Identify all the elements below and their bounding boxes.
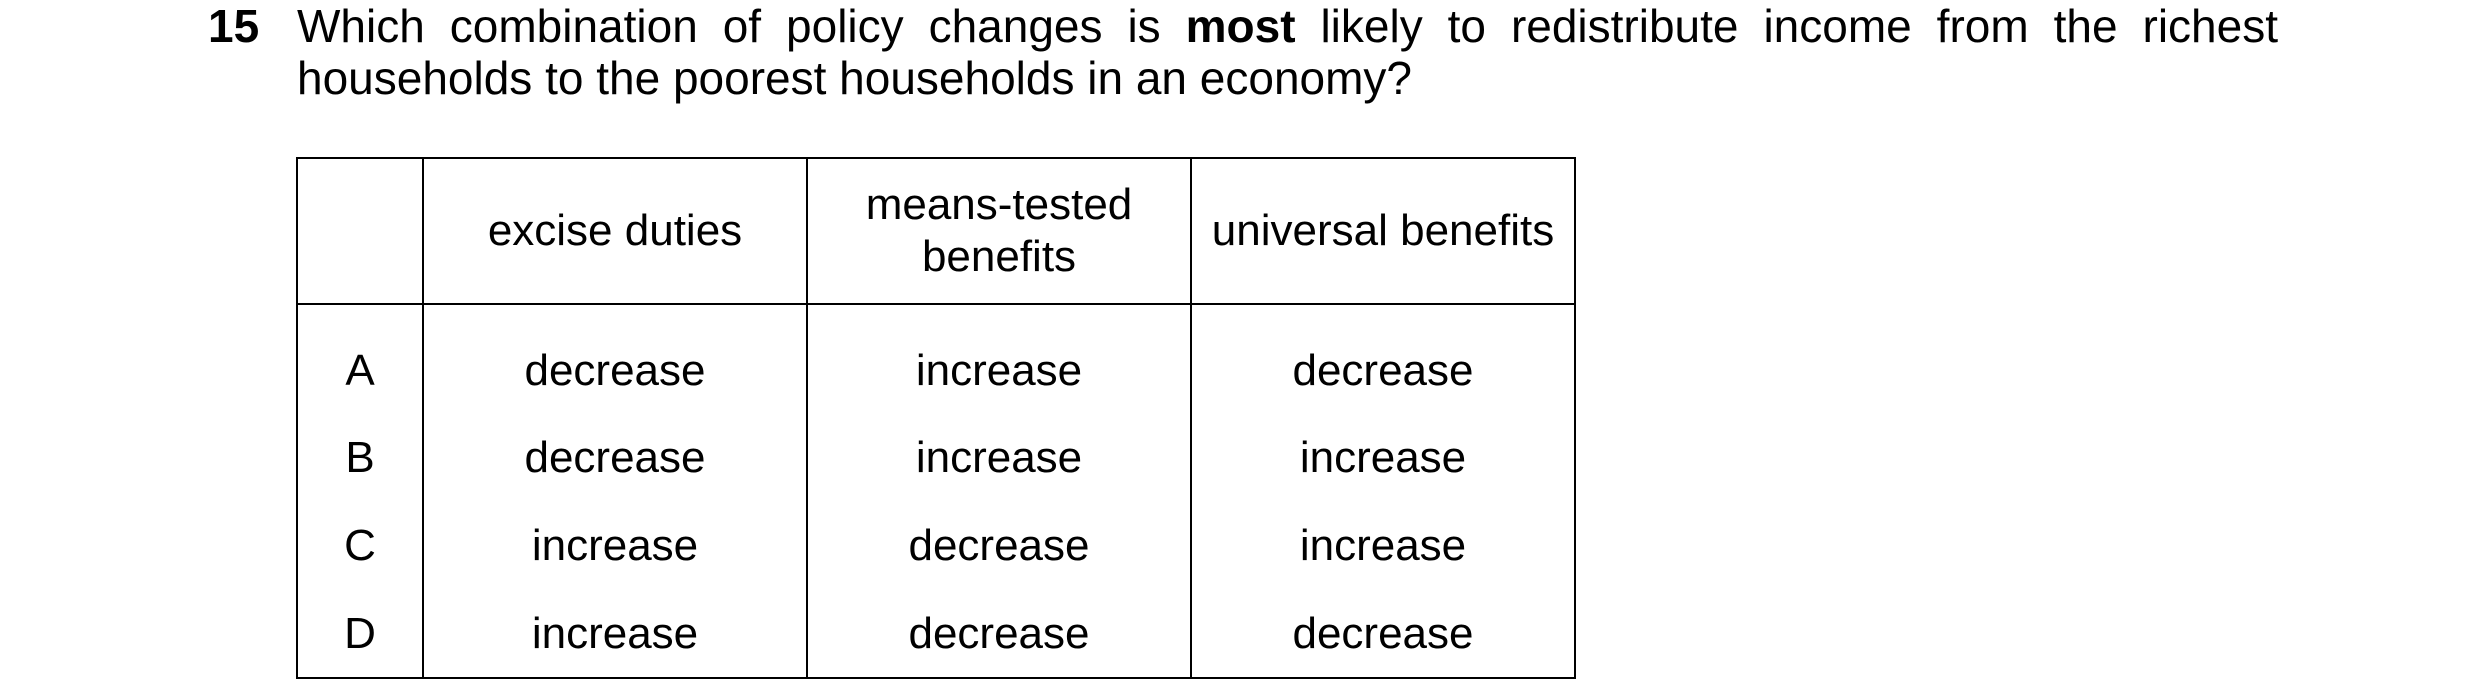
question-number: 15 — [208, 0, 260, 52]
cell-excise-duties: increase — [422, 502, 808, 590]
question-text-end: likely to redistribute income from the r… — [297, 0, 2278, 104]
option-row-d[interactable]: D increase decrease decrease — [296, 590, 1576, 679]
header-universal-benefits: universal benefits — [1190, 157, 1576, 305]
cell-means-tested-benefits: decrease — [806, 502, 1192, 590]
cell-means-tested-benefits: increase — [806, 304, 1192, 414]
cell-means-tested-benefits: increase — [806, 414, 1192, 502]
question-text-emphasis: most — [1185, 0, 1296, 52]
cell-excise-duties: increase — [422, 590, 808, 679]
cell-universal-benefits: increase — [1190, 414, 1576, 502]
option-row-a[interactable]: A decrease increase decrease — [296, 304, 1576, 414]
table-header-row: excise duties means-tested benefits univ… — [296, 157, 1576, 305]
answer-options-table: excise duties means-tested benefits univ… — [296, 157, 1576, 679]
option-row-c[interactable]: C increase decrease increase — [296, 502, 1576, 590]
cell-excise-duties: decrease — [422, 304, 808, 414]
question-text: Which combination of policy changes is m… — [297, 0, 2278, 104]
cell-universal-benefits: decrease — [1190, 590, 1576, 679]
cell-universal-benefits: increase — [1190, 502, 1576, 590]
option-letter: A — [296, 304, 424, 414]
header-means-tested-benefits: means-tested benefits — [806, 157, 1192, 305]
header-excise-duties: excise duties — [422, 157, 808, 305]
cell-means-tested-benefits: decrease — [806, 590, 1192, 679]
question-text-start: Which combination of policy changes is — [297, 0, 1186, 52]
option-row-b[interactable]: B decrease increase increase — [296, 414, 1576, 502]
header-option-corner — [296, 157, 424, 305]
option-letter: B — [296, 414, 424, 502]
option-letter: C — [296, 502, 424, 590]
option-letter: D — [296, 590, 424, 679]
cell-excise-duties: decrease — [422, 414, 808, 502]
cell-universal-benefits: decrease — [1190, 304, 1576, 414]
